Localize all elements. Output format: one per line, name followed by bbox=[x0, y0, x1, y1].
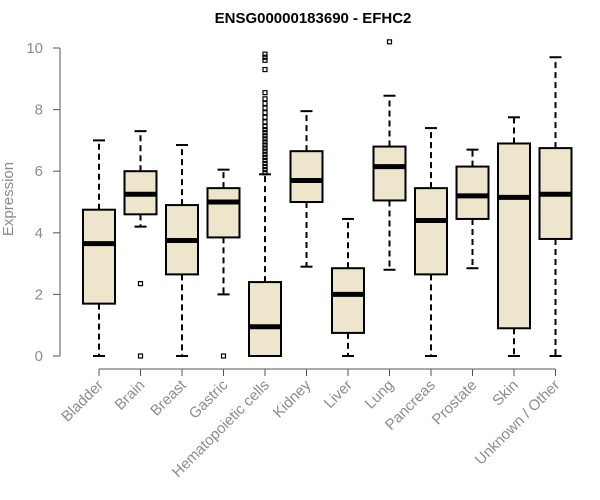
box-group bbox=[123, 130, 158, 359]
y-tick-label: 0 bbox=[35, 348, 43, 365]
outlier-point bbox=[262, 51, 268, 57]
outlier-point bbox=[262, 154, 268, 160]
box-group bbox=[82, 139, 116, 357]
box-group bbox=[372, 39, 407, 271]
x-tick-label: Liver bbox=[321, 377, 356, 412]
outlier-point bbox=[262, 151, 268, 157]
box-series bbox=[82, 39, 573, 359]
outlier-point bbox=[262, 57, 268, 63]
iqr-box bbox=[248, 281, 282, 357]
outlier-point bbox=[262, 167, 268, 173]
outlier-point bbox=[137, 281, 144, 287]
x-tick-label: Prostate bbox=[429, 377, 481, 429]
y-tick-label: 4 bbox=[35, 225, 43, 242]
box-group bbox=[455, 148, 490, 270]
outlier-point bbox=[262, 54, 268, 60]
x-tick-label: Lung bbox=[362, 377, 398, 413]
iqr-box bbox=[414, 187, 448, 276]
outlier-point bbox=[262, 170, 268, 176]
y-tick-label: 2 bbox=[35, 286, 43, 303]
outlier-point bbox=[262, 133, 268, 139]
y-axis: 0 2 4 6 8 10 bbox=[26, 40, 61, 365]
outlier-point bbox=[262, 157, 268, 164]
outlier-point bbox=[262, 96, 268, 102]
y-tick-label: 10 bbox=[26, 40, 43, 57]
outlier-point bbox=[262, 136, 268, 142]
x-tick-label: Bladder bbox=[58, 377, 107, 426]
outlier-point bbox=[262, 127, 268, 133]
outlier-point bbox=[262, 123, 268, 130]
box-group bbox=[497, 116, 531, 357]
outlier-point bbox=[137, 353, 144, 359]
iqr-box bbox=[289, 150, 324, 203]
outlier-point bbox=[262, 114, 268, 120]
x-tick-label: Brain bbox=[112, 377, 149, 414]
y-axis-label: Expression bbox=[0, 162, 17, 236]
outlier-point bbox=[262, 160, 268, 167]
outlier-point bbox=[262, 148, 268, 154]
outlier-point bbox=[262, 130, 268, 136]
box-group bbox=[248, 51, 282, 357]
outlier-point bbox=[262, 110, 268, 116]
box-group bbox=[206, 168, 241, 359]
chart-title: ENSG00000183690 - EFHC2 bbox=[215, 10, 412, 27]
box-group bbox=[331, 217, 365, 357]
x-tick-label: Skin bbox=[489, 377, 522, 410]
box-group bbox=[165, 144, 199, 357]
box-group bbox=[289, 110, 324, 268]
x-tick-label: Breast bbox=[147, 376, 190, 419]
outlier-point bbox=[262, 90, 268, 96]
y-tick-label: 8 bbox=[35, 102, 43, 119]
outlier-point bbox=[386, 39, 393, 45]
outlier-point bbox=[262, 105, 268, 111]
outlier-point bbox=[262, 142, 268, 148]
outlier-point bbox=[262, 100, 268, 107]
outlier-point bbox=[262, 119, 268, 125]
box-group bbox=[414, 127, 448, 357]
iqr-box bbox=[455, 165, 490, 220]
outlier-point bbox=[262, 145, 268, 151]
outlier-point bbox=[220, 353, 227, 359]
iqr-box bbox=[82, 208, 116, 305]
x-tick-label: Kidney bbox=[270, 376, 315, 421]
outlier-point bbox=[262, 66, 268, 73]
box-group bbox=[538, 56, 573, 357]
iqr-box bbox=[206, 187, 241, 239]
iqr-box bbox=[331, 267, 365, 334]
iqr-box bbox=[372, 145, 407, 202]
iqr-box bbox=[497, 142, 531, 330]
y-tick-label: 6 bbox=[35, 163, 43, 180]
outlier-point bbox=[262, 163, 268, 170]
outlier-point bbox=[262, 139, 268, 145]
